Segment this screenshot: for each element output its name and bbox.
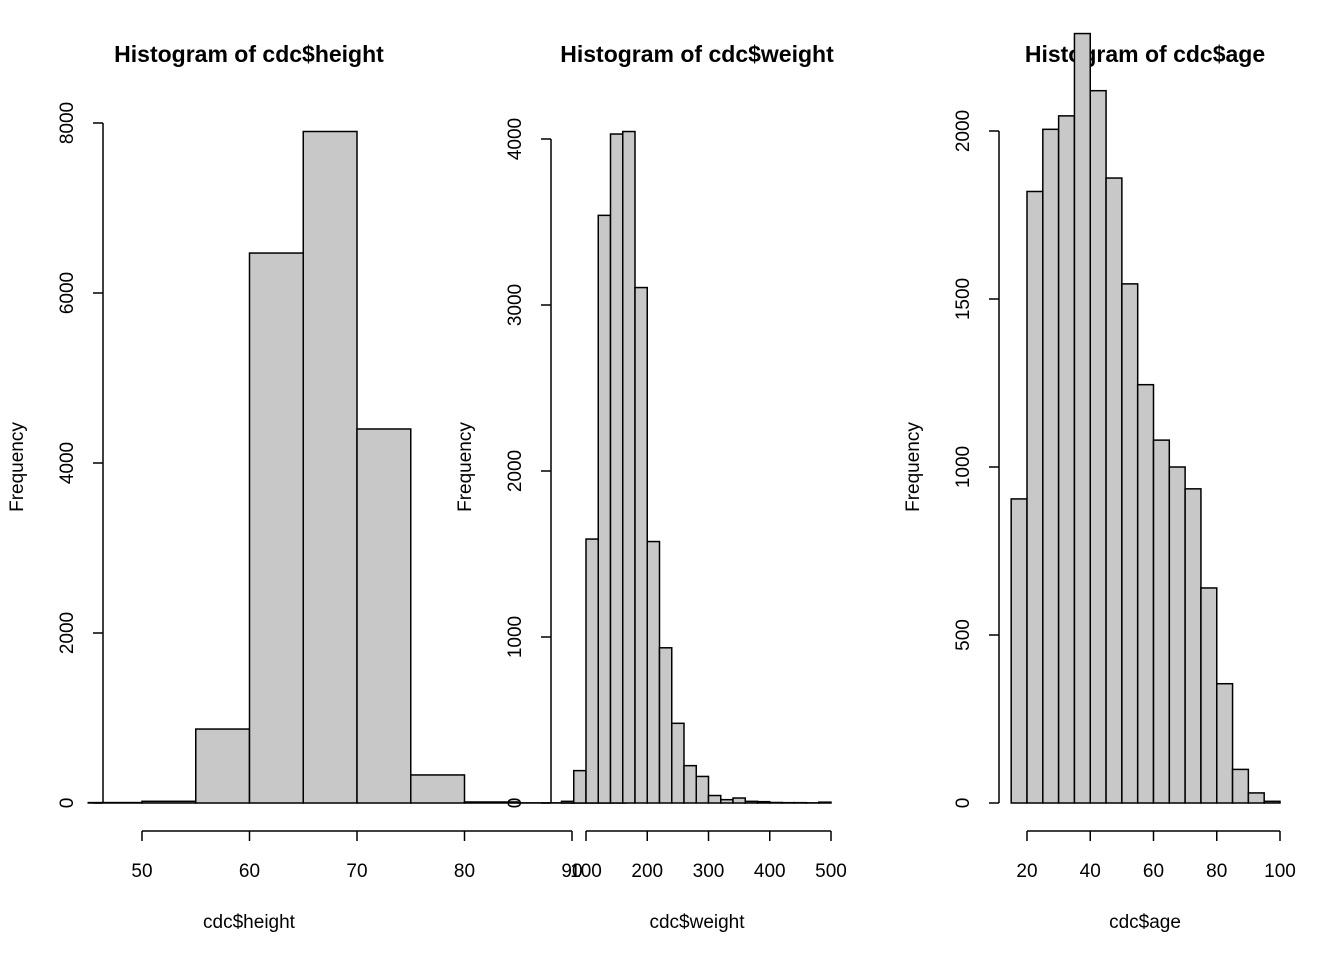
x-tick-label: 80 bbox=[454, 861, 475, 882]
y-tick-label: 1500 bbox=[953, 278, 974, 320]
histogram-bar bbox=[1089, 89, 1107, 804]
histogram-bar bbox=[634, 286, 648, 804]
histogram-bar bbox=[1026, 190, 1044, 804]
histogram-bar bbox=[1121, 283, 1139, 804]
x-axis-label: cdc$height bbox=[203, 912, 296, 933]
histogram-bar bbox=[744, 800, 759, 804]
histogram-bar bbox=[658, 647, 673, 804]
histogram-bar bbox=[1136, 383, 1155, 804]
chart-title: Histogram of cdc$age bbox=[1025, 41, 1265, 67]
histogram-bar bbox=[683, 764, 697, 804]
x-tick-label: 300 bbox=[693, 861, 725, 882]
histogram-bar bbox=[1073, 32, 1091, 804]
age-histogram-panel: Histogram of cdc$age cdc$age Frequency 2… bbox=[903, 32, 1296, 933]
x-tick-label: 500 bbox=[815, 861, 847, 882]
histogram-bar bbox=[1231, 768, 1250, 804]
histogram-bar bbox=[695, 775, 710, 804]
y-tick-label: 4000 bbox=[505, 118, 526, 160]
x-tick-label: 70 bbox=[346, 861, 367, 882]
histogram-bar bbox=[707, 794, 722, 804]
x-tick-label: 40 bbox=[1080, 861, 1101, 882]
histogram-bar bbox=[1216, 682, 1234, 804]
histogram-bar bbox=[585, 538, 599, 804]
histogram-bar bbox=[1247, 792, 1265, 804]
histogram-bar bbox=[769, 801, 783, 804]
y-tick-label: 500 bbox=[953, 619, 974, 651]
histogram-bar bbox=[1010, 498, 1028, 804]
y-tick-label: 2000 bbox=[505, 450, 526, 492]
y-tick-label: 0 bbox=[953, 798, 974, 809]
histogram-bar bbox=[560, 800, 575, 804]
histogram-bar bbox=[410, 774, 466, 804]
histogram-bar bbox=[732, 797, 746, 804]
y-axis-label: Frequency bbox=[455, 422, 476, 512]
y-tick-label: 4000 bbox=[57, 442, 78, 484]
histogram-bar bbox=[141, 800, 197, 804]
histogram-bar bbox=[302, 130, 358, 804]
y-axis-label: Frequency bbox=[903, 422, 924, 512]
x-tick-label: 60 bbox=[1143, 861, 1164, 882]
histogram-bar bbox=[1200, 587, 1218, 804]
x-tick-label: 60 bbox=[239, 861, 260, 882]
x-tick-label: 50 bbox=[131, 861, 152, 882]
x-tick-label: 100 bbox=[570, 861, 602, 882]
histogram-bar bbox=[356, 428, 412, 804]
histogram-bar bbox=[1105, 177, 1123, 804]
y-axis-label: Frequency bbox=[7, 422, 28, 512]
y-tick-label: 0 bbox=[505, 798, 526, 809]
histogram-bar bbox=[573, 769, 587, 804]
histogram-bar bbox=[1168, 466, 1186, 804]
x-axis-label: cdc$age bbox=[1109, 912, 1181, 933]
weight-histogram-panel: Histogram of cdc$weight cdc$weight Frequ… bbox=[455, 41, 847, 933]
x-tick-label: 100 bbox=[1264, 861, 1296, 882]
histogram-bar bbox=[1057, 115, 1076, 804]
histogram-bar bbox=[818, 801, 832, 804]
histogram-bar bbox=[609, 133, 624, 804]
histogram-bar bbox=[756, 800, 771, 804]
histogram-bar bbox=[720, 798, 734, 804]
x-axis-label: cdc$weight bbox=[649, 912, 745, 933]
x-tick-label: 80 bbox=[1206, 861, 1227, 882]
y-tick-label: 3000 bbox=[505, 284, 526, 326]
x-tick-label: 90 bbox=[561, 861, 582, 882]
histogram-bar bbox=[622, 130, 636, 804]
x-tick-label: 400 bbox=[754, 861, 786, 882]
histogram-bar bbox=[671, 722, 685, 804]
chart-title: Histogram of cdc$weight bbox=[560, 41, 834, 67]
y-tick-label: 1000 bbox=[505, 616, 526, 658]
y-tick-label: 0 bbox=[57, 798, 78, 809]
histogram-bar bbox=[195, 728, 251, 804]
histogram-bar bbox=[1263, 800, 1281, 804]
histogram-bar bbox=[597, 214, 612, 804]
x-tick-label: 20 bbox=[1016, 861, 1037, 882]
y-tick-label: 1000 bbox=[953, 446, 974, 488]
y-tick-label: 2000 bbox=[57, 612, 78, 654]
x-tick-label: 200 bbox=[631, 861, 663, 882]
y-tick-label: 6000 bbox=[57, 272, 78, 314]
histogram-bar bbox=[1042, 128, 1060, 804]
y-tick-label: 2000 bbox=[953, 110, 974, 152]
histogram-bar bbox=[1152, 439, 1171, 804]
histogram-bar bbox=[248, 252, 304, 804]
histogram-bar bbox=[646, 540, 661, 804]
y-tick-label: 8000 bbox=[57, 102, 78, 144]
chart-title: Histogram of cdc$height bbox=[114, 41, 384, 67]
height-histogram-panel: Histogram of cdc$height cdc$height Frequ… bbox=[7, 41, 627, 933]
histogram-bar bbox=[1184, 488, 1202, 804]
